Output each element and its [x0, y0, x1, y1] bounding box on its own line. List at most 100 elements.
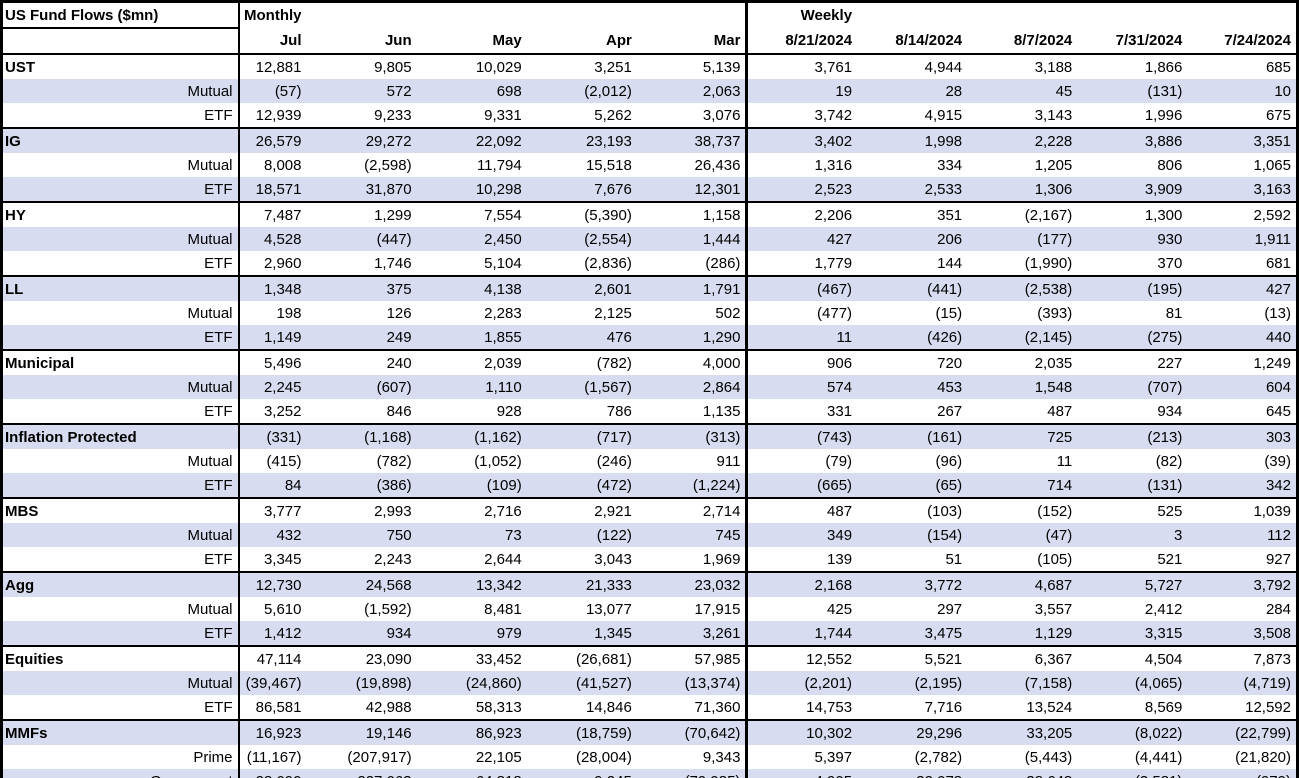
value-cell: 47,114 — [238, 645, 307, 671]
category-label: UST — [1, 53, 240, 79]
spacer-cell — [417, 2, 527, 29]
value-cell: 2,523 — [745, 177, 858, 202]
value-cell: 334 — [937, 156, 963, 174]
value-cell: 303 — [1187, 423, 1298, 449]
value-cell: 198 — [276, 304, 302, 322]
value-cell: (4,441) — [1134, 748, 1183, 766]
value-cell: (2,836) — [584, 254, 632, 272]
value-cell: 13,077 — [585, 600, 632, 618]
value-cell: 58,313 — [475, 698, 522, 716]
category-label: MMFs — [1, 719, 240, 745]
value-cell: (26,681) — [526, 645, 637, 671]
value-cell: 29,296 — [857, 719, 968, 745]
table-row: Equities 47,114 23,090 33,452 (26,681) 57,985… — [1, 645, 1298, 671]
value-cell: 144 — [937, 254, 963, 272]
value-cell: (393) — [1037, 304, 1073, 322]
monthly-section-label: Monthly — [244, 7, 302, 24]
value-cell: 1,158 — [636, 201, 747, 227]
value-cell: 425 — [745, 597, 858, 621]
value-cell: 1,412 — [263, 624, 302, 642]
value-cell: 1,548 — [1034, 378, 1073, 396]
value-cell: (5,443) — [1024, 748, 1073, 766]
table-row: Mutual 198 126 2,283 2,125 502 (477) (15) (393) 8… — [1, 301, 1298, 325]
value-cell: 1,998 — [857, 127, 968, 153]
value-cell: 3,345 — [263, 550, 302, 568]
value-cell: (1,592) — [364, 600, 412, 618]
value-cell: 7,554 — [416, 201, 527, 227]
value-cell: (213) — [1077, 423, 1188, 449]
value-cell: 227 — [1077, 349, 1188, 375]
category-label: Agg — [1, 571, 240, 597]
value-cell: 2,921 — [526, 497, 637, 523]
value-cell: 1,065 — [1253, 156, 1291, 174]
table-row: Inflation Protected (331) (1,168) (1,162) (7… — [1, 423, 1298, 449]
table-row: Mutual (39,467) (19,898) (24,860) (41,527) (1… — [1, 671, 1298, 695]
value-cell: 2,063 — [702, 82, 741, 100]
value-cell: (65) — [935, 476, 963, 494]
value-cell: (665) — [745, 473, 858, 498]
value-cell: 2,206 — [745, 201, 858, 227]
value-cell: (426) — [927, 328, 963, 346]
value-cell: 2,960 — [263, 254, 302, 272]
value-cell: 720 — [857, 349, 968, 375]
value-cell: 29,272 — [306, 127, 417, 153]
value-cell: 10 — [1274, 82, 1291, 100]
category-label: HY — [1, 201, 240, 227]
value-cell: 284 — [1265, 600, 1291, 618]
table-row: Agg 12,730 24,568 13,342 21,333 23,032 2,168 3,… — [1, 571, 1298, 597]
value-cell: 4,138 — [416, 275, 527, 301]
value-cell: 12,881 — [238, 53, 307, 79]
value-cell: (275) — [1147, 328, 1183, 346]
value-cell: 28 — [945, 82, 963, 100]
value-cell: 440 — [1265, 328, 1291, 346]
value-cell: (19,898) — [355, 674, 412, 692]
value-cell: 12,730 — [238, 571, 307, 597]
spacer-cell — [527, 2, 637, 29]
value-cell: 2,450 — [484, 230, 522, 248]
value-cell: (177) — [1037, 230, 1073, 248]
value-cell: 4,944 — [857, 53, 968, 79]
value-cell: 3 — [1174, 526, 1183, 544]
spacer-cell — [1, 28, 240, 55]
value-cell: (131) — [1147, 82, 1183, 100]
value-cell: 2,412 — [1144, 600, 1183, 618]
value-cell: (1,162) — [416, 423, 527, 449]
value-cell: (47) — [1045, 526, 1073, 544]
subcategory-label: Mutual — [1, 375, 240, 399]
table-row: ETF 2,960 1,746 5,104 (2,836) (286) 1,779 144 (1… — [1, 251, 1298, 276]
spacer-cell — [307, 2, 417, 29]
value-cell: 2,601 — [526, 275, 637, 301]
column-header-jul: Jul — [238, 28, 307, 55]
value-cell: 1,911 — [1254, 230, 1291, 248]
value-cell: 17,915 — [694, 600, 741, 618]
value-cell: 1,205 — [1034, 156, 1073, 174]
value-cell: 3,188 — [967, 53, 1078, 79]
value-cell: 206 — [937, 230, 963, 248]
value-cell: 979 — [496, 624, 522, 642]
table-row: UST 12,881 9,805 10,029 3,251 5,139 3,761 4,944… — [1, 53, 1298, 79]
subcategory-label: Mutual — [1, 227, 240, 251]
value-cell: 806 — [1157, 156, 1183, 174]
value-cell: (313) — [636, 423, 747, 449]
value-cell: 3,351 — [1187, 127, 1298, 153]
value-cell: 453 — [937, 378, 963, 396]
value-cell: 5,139 — [636, 53, 747, 79]
value-cell: 487 — [1047, 402, 1073, 420]
value-cell: 7,487 — [238, 201, 307, 227]
value-cell: 930 — [1157, 230, 1183, 248]
value-cell: (2,167) — [967, 201, 1078, 227]
value-cell: (477) — [745, 301, 858, 325]
table-row: ETF 84 (386) (109) (472) (1,224) (665) (65) 714 (… — [1, 473, 1298, 498]
value-cell: 2,168 — [745, 571, 858, 597]
value-cell: 297 — [937, 600, 963, 618]
table-row: Prime (11,167) (207,917) 22,105 (28,004) 9,34… — [1, 745, 1298, 769]
value-cell: 3,475 — [924, 624, 963, 642]
value-cell: 1,348 — [238, 275, 307, 301]
value-cell: 4,504 — [1077, 645, 1188, 671]
value-cell: 9,245 — [527, 769, 637, 778]
value-cell: 14,753 — [745, 695, 858, 720]
value-cell: (57) — [274, 82, 302, 100]
value-cell: 73 — [505, 526, 522, 544]
value-cell: 9,331 — [484, 106, 522, 124]
table-row: ETF 18,571 31,870 10,298 7,676 12,301 2,523 2,5… — [1, 177, 1298, 202]
